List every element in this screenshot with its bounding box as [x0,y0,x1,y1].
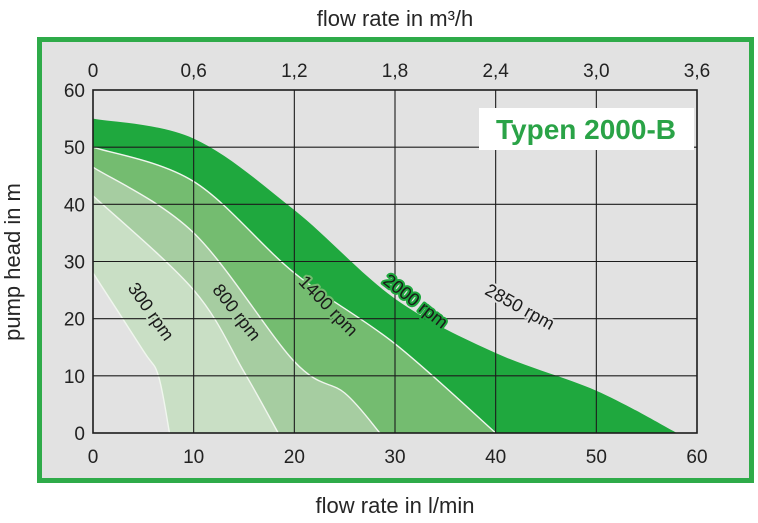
left-tick-label: 60 [64,81,85,102]
top-tick-label: 3,0 [583,61,609,82]
band-boundary-lines-layer [92,146,497,434]
top-tick-label: 1,2 [281,61,307,82]
bottom-tick-label: 10 [183,447,204,468]
rpm-band-300 [93,272,170,433]
type-label-box [479,108,694,150]
left-tick-label: 50 [64,138,85,159]
left-tick-label: 40 [64,195,85,216]
bottom-tick-label: 20 [284,447,305,468]
left-tick-label: 30 [64,253,85,274]
top-tick-label: 1,8 [382,61,408,82]
bottom-axis-title: flow rate in l/min [316,493,475,518]
left-tick-label: 10 [64,367,85,388]
chart-type-label: Typen 2000-B [479,108,694,150]
rpm-curve-800 [92,195,279,434]
top-tick-label: 2,4 [482,61,509,82]
plot-border [92,89,698,434]
bottom-tick-label: 0 [88,447,99,468]
bottom-tick-label: 40 [485,447,506,468]
bottom-tick-label: 30 [384,447,405,468]
top-tick-label: 0,6 [180,61,206,82]
left-tick-label: 0 [74,424,85,445]
bottom-tick-label: 60 [686,447,707,468]
type-label-text: Typen 2000-B [496,114,676,145]
top-tick-label: 3,6 [684,61,710,82]
left-axis-title: pump head in m [0,183,25,341]
rpm-curve-1400 [92,166,381,434]
left-tick-label: 20 [64,310,85,331]
tick-labels-layer: 0 0,6 1,2 1,8 2,4 3,0 3,6 0 10 20 30 40 50 60 60 50 40 30… [64,61,710,468]
rpm-curve-300 [92,272,171,434]
top-axis-title: flow rate in m³/h [317,6,474,31]
bottom-tick-label: 50 [586,447,607,468]
top-tick-label: 0 [88,61,99,82]
